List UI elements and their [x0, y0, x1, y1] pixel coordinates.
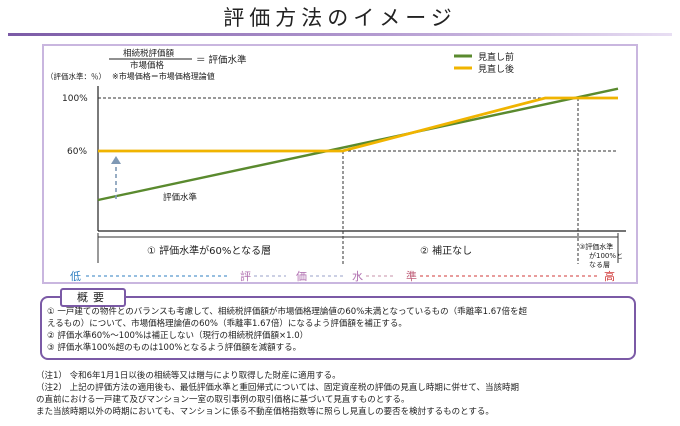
region-1-label: ① 評価水準が60%となる層 — [147, 244, 271, 257]
evaluation-chart: 相続税評価額 市場価格 ＝ 評価水準 ※市場価格＝市場価格理論値 （評価水準：％… — [46, 48, 626, 283]
overview-item-2: ② 評価水準60%～100%は補正しない（現行の相続税評価額×1.0） — [47, 331, 309, 341]
scale-char-4: 準 — [406, 269, 417, 283]
correction-arrow-head — [111, 156, 121, 164]
overview-panel — [40, 296, 636, 360]
series-layer — [97, 87, 619, 202]
series-before-line — [97, 87, 619, 202]
y-tick-100: 100% — [62, 94, 88, 104]
scale-char-2: 価 — [296, 270, 307, 283]
legend-after-label: 見直し後 — [478, 63, 514, 75]
page-title: 評価方法のイメージ — [223, 6, 457, 30]
legend-before-label: 見直し前 — [478, 51, 514, 63]
line-label: 評価水準 — [163, 192, 198, 203]
formula-result: ＝ 評価水準 — [196, 54, 247, 66]
y-tick-60: 60% — [67, 147, 87, 157]
y-axis-unit: （評価水準：％） — [46, 71, 106, 81]
scale-high-label: 高 — [604, 269, 615, 283]
chart-panel — [42, 44, 638, 284]
overview-item-1-cont: えるもの）について、市場価格理論値の60%（乖離率1.67倍）になるよう評価額を… — [47, 319, 407, 329]
formula-note: ※市場価格＝市場価格理論値 — [112, 71, 215, 81]
region-2-label: ② 補正なし — [420, 244, 472, 257]
scale-low-label: 低 — [70, 270, 81, 283]
note-2-cont2: また当該時期以外の時期においても、マンションに係る不動産価格指数等に照らし見直し… — [36, 407, 494, 417]
formula-numerator: 相続税評価額 — [123, 48, 175, 59]
overview-tag: 概要 — [60, 288, 126, 307]
scale-char-3: 水 — [352, 270, 363, 283]
region-3-label-line3: なる層 — [589, 261, 610, 269]
series-after-line — [98, 96, 618, 153]
title-underline — [8, 33, 672, 36]
formula-denominator: 市場価格 — [130, 60, 165, 71]
scale-char-1: 評 — [240, 269, 251, 283]
overview-item-1: ① 一戸建ての物件とのバランスも考慮して、相続税評価額が市場価格理論値の60%未… — [47, 307, 528, 317]
note-2: （注2） 上記の評価方法の適用後も、最低評価水準と重回帰式については、固定資産税… — [36, 383, 520, 393]
region-3-label-line1: ③評価水準 — [579, 242, 613, 251]
note-1: （注1） 令和6年1月1日以後の相続等又は贈与により取得した財産に適用する。 — [36, 371, 341, 381]
overview-item-3: ③ 評価水準100%超のものは100%となるよう評価額を減額する。 — [47, 343, 302, 353]
note-2-cont1: の直前における一戸建て及びマンション一室の取引事例の取引価格に基づいて見直すもの… — [36, 395, 410, 405]
region-3-label-line2: が100%と — [589, 251, 623, 260]
